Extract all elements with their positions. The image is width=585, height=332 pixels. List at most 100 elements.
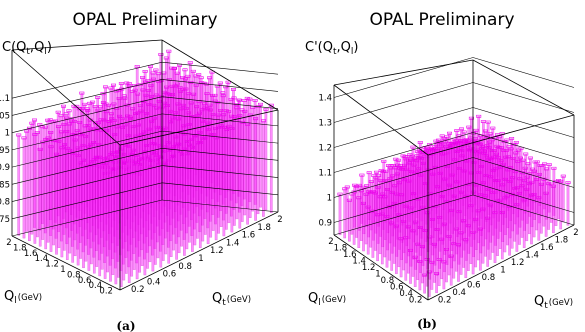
- lego-bar-cap: [438, 140, 444, 144]
- lego-bar: [376, 214, 379, 262]
- lego-bar: [343, 188, 347, 239]
- lego-bar: [159, 157, 163, 268]
- ql-tick-label: 0.6: [390, 283, 404, 293]
- lego-bar: [366, 206, 370, 255]
- lego-bar-cap: [209, 94, 215, 97]
- lego-bar-cap: [480, 181, 486, 185]
- lego-bar-cap: [180, 76, 186, 79]
- lego-bar-cap: [406, 179, 412, 183]
- frame-edge: [119, 109, 279, 146]
- lego-bar-cap: [32, 133, 38, 136]
- lego-bar: [552, 186, 555, 234]
- lego-bar-cap: [80, 144, 86, 148]
- lego-bar-cap: [77, 121, 83, 124]
- lego-bar-cap: [61, 143, 67, 147]
- lego-bar-cap: [373, 170, 379, 174]
- lego-bar-cap: [145, 89, 151, 92]
- lego-bar-cap: [512, 187, 518, 190]
- lego-bar-cap: [174, 142, 180, 146]
- lego-bar-cap: [354, 185, 360, 188]
- lego-bar-cap: [410, 229, 416, 233]
- lego-bar-cap: [150, 77, 156, 81]
- lego-bar-cap: [429, 260, 435, 264]
- lego-bar-cap: [100, 101, 106, 105]
- lego-bar-cap: [182, 68, 188, 72]
- lego-bar: [500, 212, 504, 260]
- qt-tick-label: 1.8: [257, 223, 271, 233]
- lego-bar: [421, 246, 424, 284]
- lego-bar-cap: [366, 171, 372, 175]
- frame-edge: [472, 194, 575, 226]
- lego-bar-cap: [406, 161, 412, 165]
- lego-bar-cap: [416, 167, 422, 171]
- lego-bar-cap: [108, 153, 114, 157]
- z-gridline: [472, 182, 575, 213]
- lego-bar-cap: [401, 219, 407, 223]
- lego-bar-cap: [108, 112, 114, 116]
- lego-bar-cap: [534, 160, 540, 164]
- lego-bar: [219, 125, 223, 227]
- lego-bar: [79, 162, 82, 259]
- lego-bar-cap: [434, 272, 440, 276]
- lego-bar-cap: [424, 146, 430, 150]
- lego-bar-cap: [447, 183, 453, 187]
- lego-bar-cap: [143, 112, 149, 115]
- lego-bar-cap: [539, 164, 545, 167]
- lego-bar: [418, 261, 422, 291]
- lego-bar: [256, 106, 260, 215]
- lego-bar-cap: [192, 134, 198, 138]
- lego-bar-cap: [86, 145, 92, 149]
- ql-tick-label: 1.4: [35, 254, 49, 264]
- lego-bar: [135, 162, 139, 280]
- z-tick-label: 1.3: [318, 119, 332, 129]
- lego-bar-cap: [502, 196, 508, 200]
- lego-bar: [73, 139, 77, 257]
- lego-bar: [435, 273, 438, 294]
- lego-bar: [566, 182, 570, 226]
- ql-tick-label: 0.2: [409, 296, 423, 306]
- lego-bar-cap: [143, 93, 149, 97]
- lego-bar-cap: [417, 226, 423, 230]
- z-tick-label: 0.8: [0, 198, 10, 208]
- lego-bar-cap: [429, 218, 435, 221]
- lego-bar: [547, 183, 551, 230]
- lego-bar: [140, 158, 144, 266]
- lego-bar: [124, 160, 128, 274]
- lego-bar: [167, 150, 171, 264]
- lego-bar: [55, 154, 58, 255]
- lego-bar-cap: [380, 192, 386, 196]
- qt-tick-label: 0.4: [147, 277, 161, 287]
- lego-bar-cap: [166, 78, 172, 81]
- z-tick-labels-a: 0.75 0.8 0.85 0.9 0.95 1 1.05 1.1: [0, 94, 10, 225]
- lego-bar-cap: [412, 156, 418, 160]
- lego-bar-cap: [220, 94, 226, 98]
- lego-bar-cap: [534, 178, 540, 181]
- lego-bar-cap: [423, 149, 429, 153]
- lego-bar-cap: [170, 93, 176, 97]
- lego-bar-cap: [190, 69, 196, 73]
- lego-bar-cap: [88, 142, 94, 146]
- lego-bar-cap: [387, 205, 393, 209]
- lego-bar: [230, 128, 234, 233]
- lego-bar: [180, 154, 183, 247]
- qt-tick-label: 0.6: [467, 281, 481, 291]
- lego-bar-cap: [515, 160, 521, 163]
- lego-bar-cap: [370, 209, 376, 213]
- lego-bar-cap: [48, 145, 54, 149]
- qt-axis-label-a: Qt(GeV): [212, 291, 251, 308]
- lego-bar-cap: [504, 194, 510, 198]
- lego-bar-cap: [154, 106, 160, 110]
- lego-bar-cap: [450, 142, 456, 146]
- lego-bar: [427, 271, 431, 297]
- lego-bar: [525, 189, 529, 242]
- lego-bar-cap: [471, 190, 477, 194]
- lego-bar-cap: [528, 193, 534, 197]
- lego-bar-cap: [516, 192, 522, 195]
- lego-bar-cap: [509, 137, 515, 140]
- lego-bar-cap: [558, 179, 564, 183]
- lego-bar-cap: [477, 142, 483, 146]
- z-gridline: [333, 82, 474, 123]
- lego-bar-cap: [146, 103, 152, 106]
- lego-bar-cap: [83, 135, 89, 138]
- ql-tick-label: 2: [6, 238, 11, 248]
